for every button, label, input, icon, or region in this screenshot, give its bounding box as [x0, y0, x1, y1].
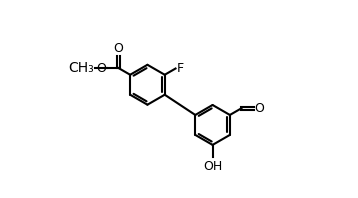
Text: OH: OH — [203, 160, 222, 173]
Text: F: F — [177, 62, 184, 75]
Text: O: O — [255, 102, 265, 115]
Text: CH₃: CH₃ — [68, 61, 94, 75]
Text: O: O — [96, 62, 106, 75]
Text: O: O — [114, 42, 124, 54]
